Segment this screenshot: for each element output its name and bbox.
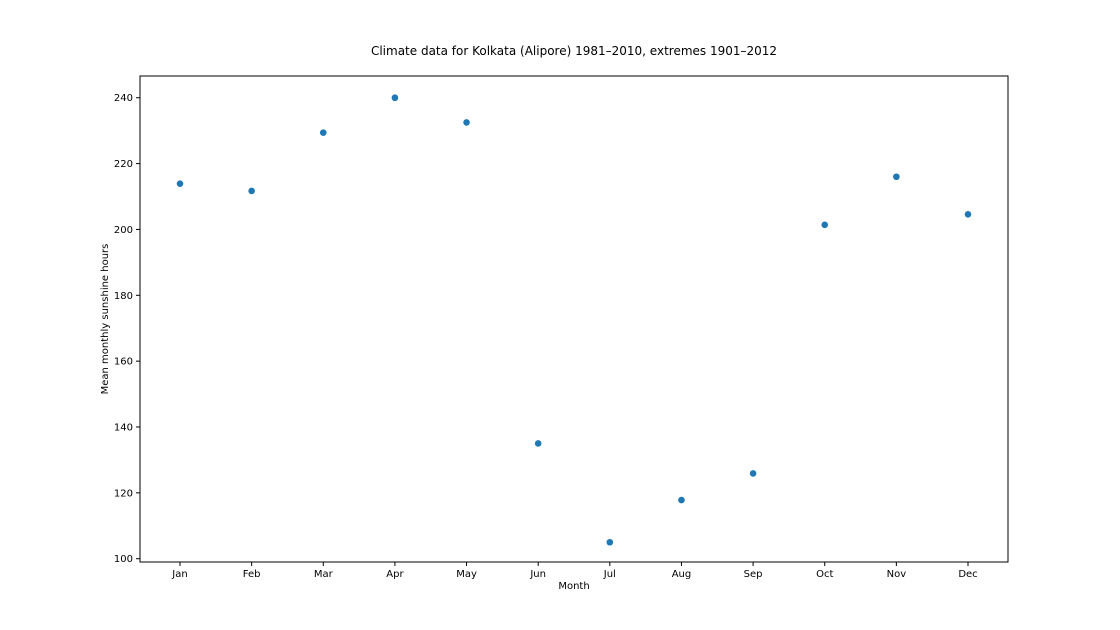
x-axis: Jan Feb Mar Apr May Jun Jul Aug Sep Oct Nov Dec [171, 562, 978, 580]
y-tick-label: 140 [114, 423, 133, 434]
data-point-nov [893, 173, 900, 181]
x-tick-label: May [456, 569, 477, 580]
data-point-jan [176, 180, 184, 187]
y-tick-label: 100 [114, 554, 133, 565]
x-tick-label: Apr [386, 569, 404, 580]
x-tick-label: Nov [887, 569, 907, 580]
x-tick-label: Aug [672, 569, 692, 580]
y-tick-label: 180 [114, 291, 133, 302]
y-tick-label: 240 [114, 93, 133, 104]
data-point-feb [248, 187, 255, 195]
data-point-apr [391, 94, 399, 102]
data-point-jul [606, 538, 614, 546]
x-tick-label: Mar [314, 569, 334, 580]
y-tick-label: 220 [114, 159, 133, 170]
chart-title: Climate data for Kolkata (Alipore) 1981–… [371, 44, 777, 58]
y-axis-title: Mean monthly sunshine hours [100, 244, 111, 395]
data-point-aug [678, 496, 685, 504]
x-tick-label: Jun [529, 569, 546, 580]
x-tick-label: Oct [816, 569, 833, 580]
y-axis: 100 120 140 160 180 200 220 240 [114, 93, 140, 565]
y-tick-label: 200 [114, 225, 133, 236]
x-tick-label: Sep [744, 569, 763, 580]
data-point-oct [821, 221, 829, 229]
data-point-may [463, 119, 470, 126]
x-axis-title: Month [558, 581, 589, 592]
y-tick-label: 160 [114, 357, 133, 368]
plot-area-frame [139, 75, 1009, 563]
x-tick-label: Jul [603, 569, 616, 580]
y-tick-label: 120 [114, 488, 133, 499]
data-point-mar [319, 129, 327, 136]
x-tick-label: Jan [171, 569, 187, 580]
data-point-dec [964, 210, 972, 218]
data-point-jun [534, 440, 542, 447]
data-point-sep [749, 470, 757, 477]
data-points [176, 94, 972, 546]
x-tick-label: Feb [243, 569, 261, 580]
x-tick-label: Dec [958, 569, 977, 580]
